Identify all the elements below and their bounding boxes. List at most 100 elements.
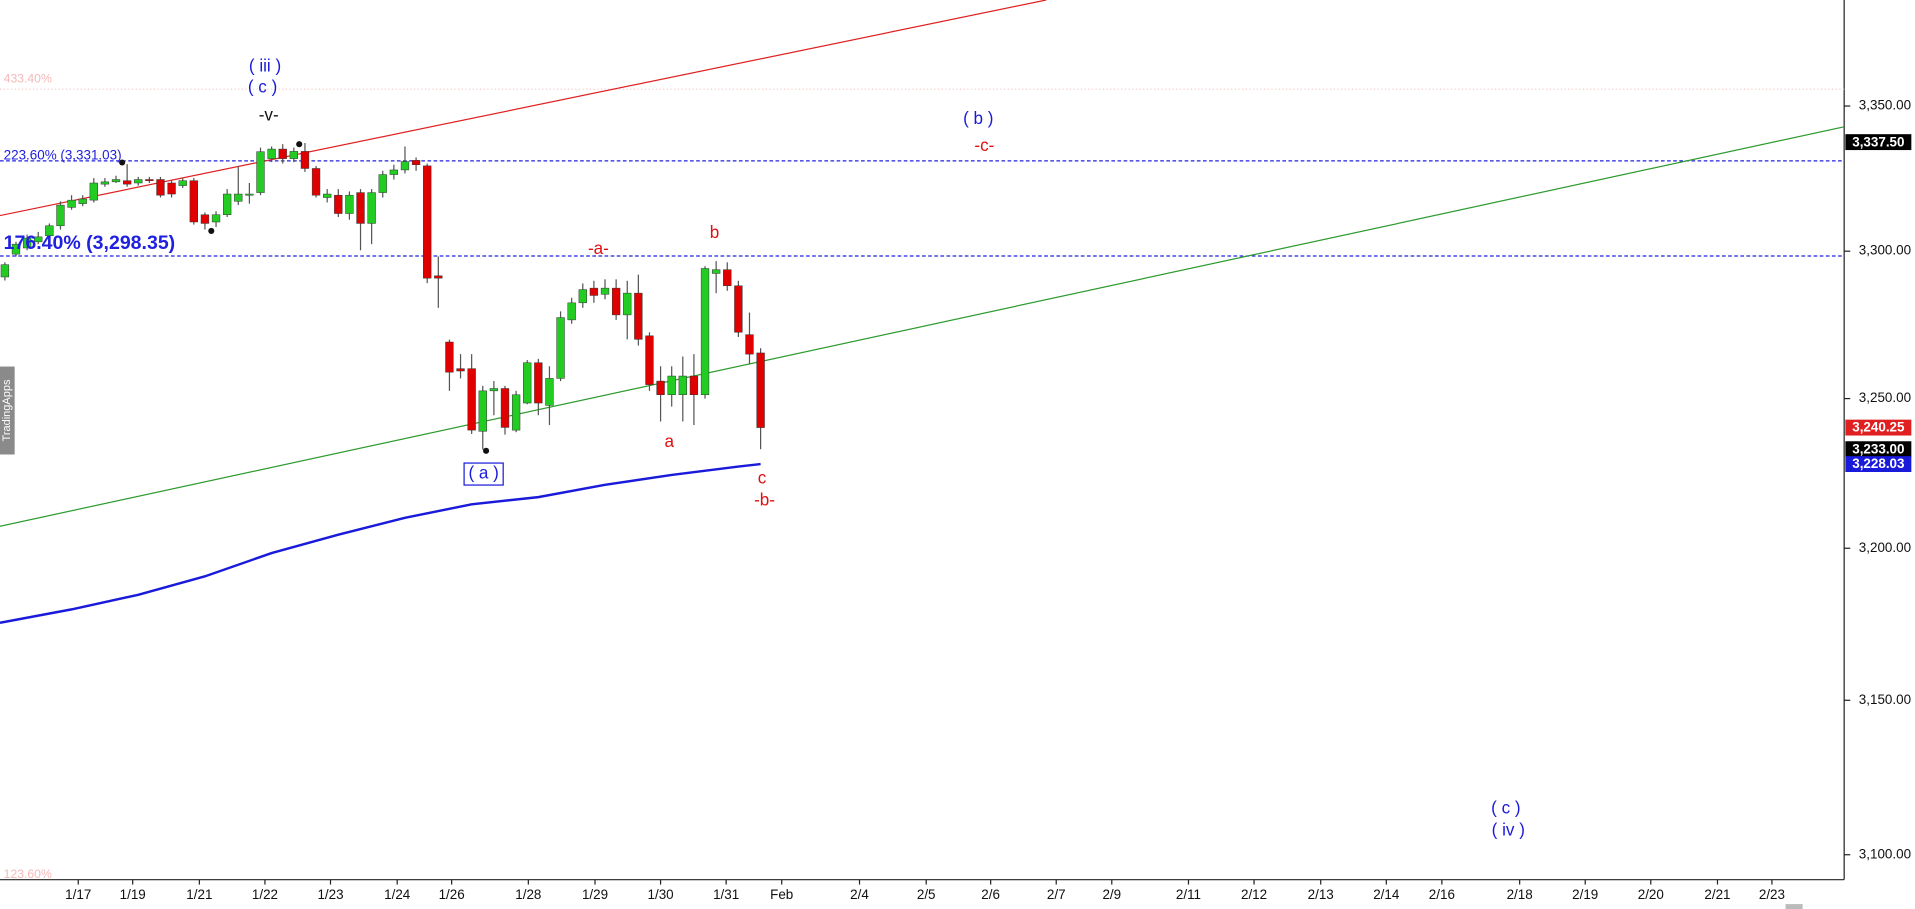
candle-body [745, 334, 754, 355]
x-tick-label: 2/6 [981, 887, 1000, 902]
candle-body [311, 168, 321, 196]
candle-body [534, 362, 543, 404]
wave-label: -b- [754, 490, 775, 509]
x-tick-label: 2/16 [1429, 887, 1455, 902]
candle-body [545, 378, 554, 406]
x-tick-label: 1/17 [65, 887, 91, 902]
wave-label: a [665, 432, 675, 451]
candle-body [289, 151, 298, 159]
candle-body [711, 269, 721, 274]
x-tick-label: 1/29 [582, 887, 608, 902]
x-tick-label: 2/20 [1638, 887, 1664, 902]
candle-body [211, 214, 221, 223]
candle-body [189, 180, 198, 223]
x-tick-label: 2/13 [1308, 887, 1334, 902]
y-tick-label: 3,350.00 [1859, 98, 1911, 113]
wave-label: -a- [588, 239, 609, 258]
candle-body [634, 292, 643, 340]
candle-body [400, 161, 410, 171]
price-tag-label: 3,240.25 [1852, 420, 1905, 435]
candle-body [411, 160, 421, 165]
candle-body [445, 341, 454, 373]
wave-label: ( b ) [963, 109, 993, 128]
wave-label: ( iii ) [249, 57, 281, 76]
candle-body [300, 151, 310, 169]
fib-level-label: 223.60% (3,331.03) [4, 148, 122, 163]
candle-body [645, 335, 654, 385]
candle-body [200, 214, 210, 224]
candle-body [667, 375, 676, 395]
y-tick-label: 3,150.00 [1859, 692, 1911, 707]
x-tick-label: Feb [770, 887, 793, 902]
fib-level-label: 176.40% (3,298.35) [4, 232, 176, 254]
candle-body [22, 237, 32, 249]
pivot-dot [119, 159, 126, 166]
candle-body [434, 275, 443, 279]
x-tick-label: 1/31 [713, 887, 739, 902]
candle-body [523, 362, 532, 404]
x-tick-label: 2/21 [1704, 887, 1730, 902]
candle-body [623, 292, 632, 316]
candle-body [723, 269, 732, 287]
price-tag-label: 3,337.50 [1852, 134, 1904, 149]
wave-label-box [463, 462, 504, 486]
price-tag-label: 3,228.03 [1852, 456, 1904, 471]
y-tick-label: 3,250.00 [1859, 390, 1911, 405]
watermark-box [0, 366, 15, 455]
x-tick-label: 1/19 [120, 887, 146, 902]
candle-body [734, 285, 743, 333]
moving-average [0, 462, 761, 624]
x-tick-label: 1/22 [252, 887, 278, 902]
candle-body [600, 287, 610, 295]
candle-body [178, 180, 187, 186]
candle-body [589, 287, 599, 296]
candle-body [489, 388, 499, 392]
pivot-dot [208, 227, 215, 234]
candle-body [122, 180, 132, 185]
candle-body [689, 375, 699, 395]
wave-label: -c- [974, 136, 994, 155]
x-tick-label: 2/11 [1176, 887, 1201, 902]
candle-body [323, 193, 332, 198]
candle-body [478, 390, 487, 432]
candle-body [67, 199, 76, 208]
candle-body [56, 204, 65, 227]
x-tick-label: 1/24 [384, 887, 411, 902]
candle-body [100, 181, 110, 185]
faint-label: 123.60% [4, 867, 52, 881]
candle-body [356, 192, 365, 224]
price-tag [1845, 456, 1912, 473]
price-tag [1845, 134, 1912, 151]
x-tick-label: 1/28 [515, 887, 541, 902]
wave-label: b [710, 223, 720, 242]
y-tick-label: 3,100.00 [1859, 846, 1911, 861]
candle-body [78, 198, 87, 204]
candle-body [278, 148, 287, 159]
wave-label: ( c ) [1491, 798, 1520, 817]
x-tick-label: 2/7 [1047, 887, 1066, 902]
wave-label: c [758, 468, 767, 487]
candle-body [256, 151, 265, 193]
candle-body [500, 388, 510, 428]
x-tick-label: 1/23 [317, 887, 343, 902]
watermark: TradingApps [1, 379, 13, 441]
candle-body [456, 368, 465, 372]
x-tick-label: 2/5 [917, 887, 936, 902]
x-tick-label: 1/30 [648, 887, 674, 902]
y-tick-label: 3,300.00 [1859, 243, 1911, 258]
candle-body [378, 174, 387, 193]
candle-body [567, 302, 576, 321]
candle-body [423, 165, 432, 279]
scrollbar[interactable] [1785, 904, 1803, 909]
candle-body [156, 179, 165, 196]
candle-body [511, 394, 521, 431]
candle-body [700, 268, 710, 395]
candle-body [45, 225, 54, 236]
x-tick-label: 2/23 [1759, 887, 1785, 902]
wave-label: ( iv ) [1492, 820, 1525, 839]
candle-body [267, 148, 276, 159]
candle-body [389, 169, 399, 175]
x-tick-label: 2/14 [1373, 887, 1400, 902]
x-tick-label: 2/9 [1102, 887, 1121, 902]
